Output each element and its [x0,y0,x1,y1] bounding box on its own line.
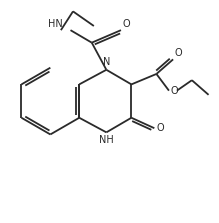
Text: N: N [103,57,110,67]
Text: NH: NH [99,136,114,145]
Text: O: O [174,48,182,58]
Text: O: O [171,86,178,96]
Text: HN: HN [48,19,63,29]
Text: O: O [157,123,164,133]
Text: O: O [122,19,130,29]
